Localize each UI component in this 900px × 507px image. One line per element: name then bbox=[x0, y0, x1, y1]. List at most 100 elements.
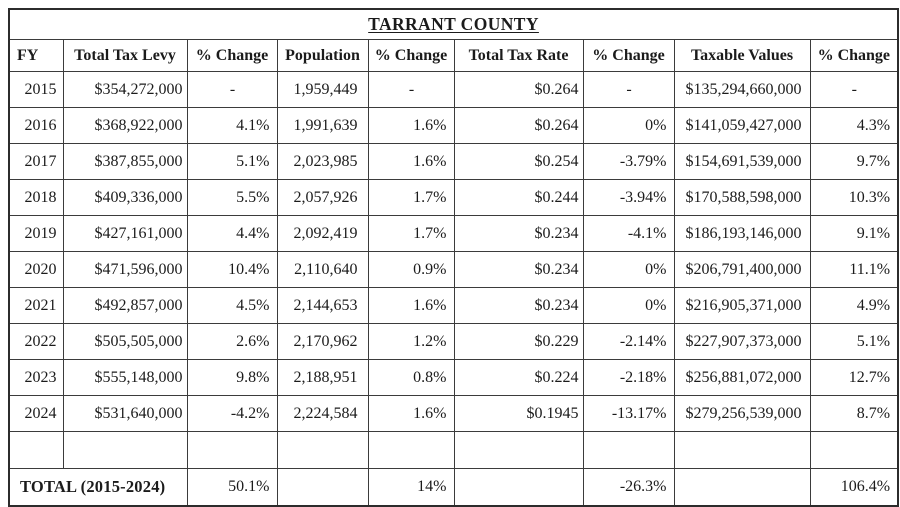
total-tax-rate-cell: $0.264 bbox=[453, 71, 584, 108]
rate-pct-change-cell: -3.79% bbox=[582, 143, 675, 180]
table-row: 2016 $368,922,000 4.1% 1,991,639 1.6% $0.264 0… bbox=[8, 107, 899, 144]
total-tax-levy-cell: $531,640,000 bbox=[62, 395, 188, 432]
taxable-values-cell: $186,193,146,000 bbox=[673, 215, 811, 252]
taxable-values-cell: $216,905,371,000 bbox=[673, 287, 811, 324]
total-tax-rate-cell: $0.234 bbox=[453, 215, 584, 252]
rate-pct-change-cell: 0% bbox=[582, 107, 675, 144]
column-header-taxable-values: Taxable Values bbox=[673, 39, 811, 72]
column-header-population: Population bbox=[276, 39, 369, 72]
table-title: TARRANT COUNTY bbox=[368, 14, 539, 34]
taxable-pct-change-cell: 11.1% bbox=[809, 251, 899, 288]
total-tax-levy-cell: $427,161,000 bbox=[62, 215, 188, 252]
table-row: 2021 $492,857,000 4.5% 2,144,653 1.6% $0.234 0… bbox=[8, 287, 899, 324]
total-label: TOTAL (2015-2024) bbox=[8, 468, 188, 507]
total-tax-levy-cell: $387,855,000 bbox=[62, 143, 188, 180]
rate-pct-change-cell: - bbox=[582, 71, 675, 108]
population-pct-change-cell: 1.2% bbox=[367, 323, 455, 360]
population-pct-change-cell: 1.7% bbox=[367, 179, 455, 216]
population-cell: 2,188,951 bbox=[276, 359, 369, 396]
fy-cell: 2021 bbox=[8, 287, 64, 324]
levy-pct-change-cell: -4.2% bbox=[186, 395, 278, 432]
column-header-fy: FY bbox=[8, 39, 64, 72]
table-footer: TOTAL (2015-2024) 50.1% 14% -26.3% 106.4… bbox=[8, 431, 899, 507]
population-pct-change-cell: 1.7% bbox=[367, 215, 455, 252]
total-tax-rate-cell: $0.1945 bbox=[453, 395, 584, 432]
total-tax-rate-cell bbox=[453, 468, 584, 507]
fy-cell: 2017 bbox=[8, 143, 64, 180]
total-tax-levy-cell: $471,596,000 bbox=[62, 251, 188, 288]
table-body: 2015 $354,272,000-1,959,449- $0.264- $135,2… bbox=[8, 71, 899, 432]
rate-pct-change-cell: -2.14% bbox=[582, 323, 675, 360]
total-population-cell bbox=[276, 468, 369, 507]
total-tax-levy-cell: $368,922,000 bbox=[62, 107, 188, 144]
total-tax-rate-cell: $0.244 bbox=[453, 179, 584, 216]
taxable-pct-change-cell: 4.9% bbox=[809, 287, 899, 324]
taxable-values-cell: $227,907,373,000 bbox=[673, 323, 811, 360]
empty-cell bbox=[453, 431, 584, 469]
column-header-total-tax-levy: Total Tax Levy bbox=[62, 39, 188, 72]
empty-cell bbox=[62, 431, 188, 469]
rate-pct-change-cell: -13.17% bbox=[582, 395, 675, 432]
rate-pct-change-cell: 0% bbox=[582, 251, 675, 288]
title-cell: TARRANT COUNTY bbox=[8, 8, 899, 40]
empty-cell bbox=[276, 431, 369, 469]
population-cell: 1,991,639 bbox=[276, 107, 369, 144]
fy-cell: 2016 bbox=[8, 107, 64, 144]
fy-cell: 2022 bbox=[8, 323, 64, 360]
levy-pct-change-cell: 5.5% bbox=[186, 179, 278, 216]
taxable-pct-change-cell: 12.7% bbox=[809, 359, 899, 396]
population-pct-change-cell: 0.8% bbox=[367, 359, 455, 396]
population-pct-change-cell: 0.9% bbox=[367, 251, 455, 288]
table-row: 2019 $427,161,000 4.4% 2,092,419 1.7% $0.234-… bbox=[8, 215, 899, 252]
population-cell: 2,144,653 bbox=[276, 287, 369, 324]
column-header-taxable-pct-change: % Change bbox=[809, 39, 899, 72]
taxable-values-cell: $154,691,539,000 bbox=[673, 143, 811, 180]
total-taxable-pct-change: 106.4% bbox=[809, 468, 899, 507]
taxable-pct-change-cell: 9.7% bbox=[809, 143, 899, 180]
empty-cell bbox=[186, 431, 278, 469]
column-header-total-tax-rate: Total Tax Rate bbox=[453, 39, 584, 72]
rate-pct-change-cell: -4.1% bbox=[582, 215, 675, 252]
total-rate-pct-change: -26.3% bbox=[582, 468, 675, 507]
total-tax-levy-cell: $492,857,000 bbox=[62, 287, 188, 324]
column-header-population-pct-change: % Change bbox=[367, 39, 455, 72]
fy-cell: 2015 bbox=[8, 71, 64, 108]
levy-pct-change-cell: 4.5% bbox=[186, 287, 278, 324]
table-row: 2018 $409,336,000 5.5% 2,057,926 1.7% $0.244-… bbox=[8, 179, 899, 216]
population-pct-change-cell: 1.6% bbox=[367, 143, 455, 180]
rate-pct-change-cell: -2.18% bbox=[582, 359, 675, 396]
population-cell: 1,959,449 bbox=[276, 71, 369, 108]
total-taxable-values-cell bbox=[673, 468, 811, 507]
population-cell: 2,110,640 bbox=[276, 251, 369, 288]
table-row: 2024 $531,640,000 -4.2% 2,224,584 1.6% $0.194… bbox=[8, 395, 899, 432]
taxable-pct-change-cell: 10.3% bbox=[809, 179, 899, 216]
table-row: 2017 $387,855,000 5.1% 2,023,985 1.6% $0.254-… bbox=[8, 143, 899, 180]
taxable-pct-change-cell: - bbox=[809, 71, 899, 108]
empty-cell bbox=[809, 431, 899, 469]
levy-pct-change-cell: 10.4% bbox=[186, 251, 278, 288]
table-row: 2020 $471,596,000 10.4% 2,110,640 0.9% $0.234… bbox=[8, 251, 899, 288]
total-population-pct-change: 14% bbox=[367, 468, 455, 507]
column-header-levy-pct-change: % Change bbox=[186, 39, 278, 72]
fy-cell: 2018 bbox=[8, 179, 64, 216]
empty-cell bbox=[367, 431, 455, 469]
total-tax-levy-cell: $505,505,000 bbox=[62, 323, 188, 360]
total-tax-rate-cell: $0.229 bbox=[453, 323, 584, 360]
taxable-values-cell: $206,791,400,000 bbox=[673, 251, 811, 288]
empty-row bbox=[8, 431, 899, 469]
taxable-pct-change-cell: 5.1% bbox=[809, 323, 899, 360]
taxable-values-cell: $135,294,660,000 bbox=[673, 71, 811, 108]
population-pct-change-cell: 1.6% bbox=[367, 287, 455, 324]
total-tax-levy-cell: $555,148,000 bbox=[62, 359, 188, 396]
fy-cell: 2020 bbox=[8, 251, 64, 288]
taxable-pct-change-cell: 9.1% bbox=[809, 215, 899, 252]
table-row: 2023 $555,148,000 9.8% 2,188,951 0.8% $0.224-… bbox=[8, 359, 899, 396]
table-title-row: TARRANT COUNTY bbox=[8, 8, 899, 40]
column-header-rate-pct-change: % Change bbox=[582, 39, 675, 72]
population-pct-change-cell: 1.6% bbox=[367, 107, 455, 144]
total-tax-levy-cell: $409,336,000 bbox=[62, 179, 188, 216]
levy-pct-change-cell: 4.1% bbox=[186, 107, 278, 144]
taxable-values-cell: $170,588,598,000 bbox=[673, 179, 811, 216]
rate-pct-change-cell: -3.94% bbox=[582, 179, 675, 216]
tarrant-county-tax-table: TARRANT COUNTY FY Total Tax Levy % Chang… bbox=[8, 8, 900, 507]
